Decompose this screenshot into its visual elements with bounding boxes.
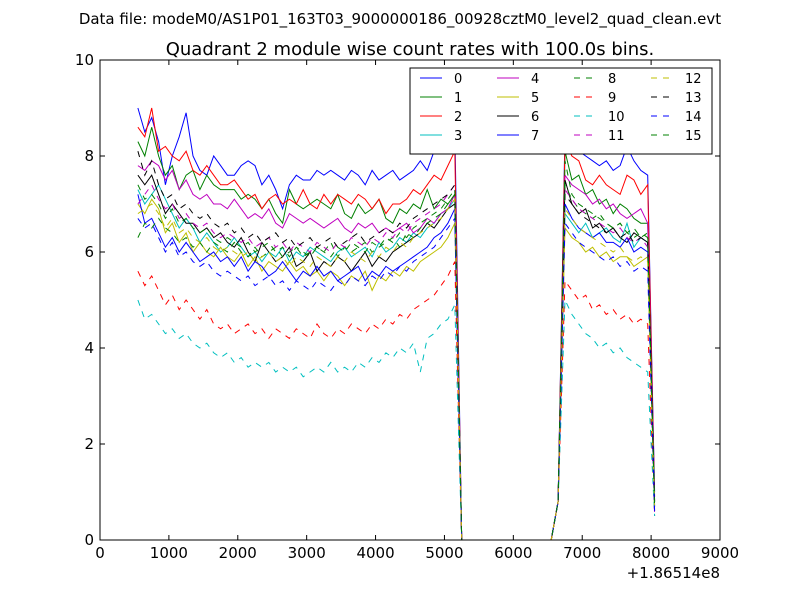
x-tick-label: 5000 bbox=[425, 544, 463, 562]
legend-box bbox=[409, 67, 713, 155]
legend-label-15: 15 bbox=[685, 129, 702, 144]
series-line-0 bbox=[137, 107, 656, 541]
legend-label-1: 1 bbox=[454, 91, 462, 106]
x-offset-label: +1.86514e8 bbox=[627, 564, 720, 582]
x-tick-label: 1000 bbox=[150, 544, 188, 562]
y-tick-label: 6 bbox=[84, 243, 94, 261]
series-line-9 bbox=[137, 261, 656, 541]
plot-frame bbox=[99, 59, 721, 541]
axis-ticks: 0 1000 2000 3000 4000 5000 6000 7000 8000 9000 0 2 4… bbox=[75, 51, 739, 562]
series-line-5 bbox=[137, 198, 656, 541]
series-line-3 bbox=[137, 183, 656, 541]
x-tick-label: 9000 bbox=[701, 544, 739, 562]
series-line-12 bbox=[137, 197, 656, 541]
x-tick-label: 0 bbox=[95, 544, 105, 562]
legend-label-14: 14 bbox=[685, 110, 702, 125]
legend-label-6: 6 bbox=[531, 110, 539, 125]
series-line-7 bbox=[137, 194, 656, 541]
x-tick-label: 3000 bbox=[288, 544, 326, 562]
legend-label-9: 9 bbox=[608, 91, 616, 106]
data-file-suptitle: Data file: modeM0/AS1P01_163T03_90000001… bbox=[79, 10, 721, 29]
x-tick-label: 2000 bbox=[219, 544, 257, 562]
x-tick-label: 8000 bbox=[632, 544, 670, 562]
series-line-11 bbox=[137, 183, 656, 541]
chart-title: Quadrant 2 module wise count rates with … bbox=[166, 39, 655, 60]
series-line-1 bbox=[137, 127, 656, 541]
series-line-8 bbox=[137, 184, 656, 541]
legend-label-13: 13 bbox=[685, 91, 702, 106]
legend-label-0: 0 bbox=[454, 72, 462, 87]
x-tick-label: 4000 bbox=[356, 544, 394, 562]
series-line-15 bbox=[137, 160, 656, 541]
x-tick-label: 6000 bbox=[494, 544, 532, 562]
y-tick-label: 4 bbox=[84, 339, 94, 357]
series-lines bbox=[137, 107, 656, 541]
series-line-13 bbox=[137, 151, 656, 541]
y-tick-label: 8 bbox=[84, 147, 94, 165]
x-tick-label: 7000 bbox=[563, 544, 601, 562]
series-line-2 bbox=[137, 107, 656, 541]
y-tick-label: 0 bbox=[84, 531, 94, 549]
legend-label-12: 12 bbox=[685, 72, 702, 87]
series-line-10 bbox=[137, 299, 656, 541]
legend-label-2: 2 bbox=[454, 110, 462, 125]
legend-label-10: 10 bbox=[608, 110, 625, 125]
y-tick-label: 2 bbox=[84, 435, 94, 453]
y-tick-label: 10 bbox=[75, 51, 94, 69]
legend-label-3: 3 bbox=[454, 129, 462, 144]
legend-label-7: 7 bbox=[531, 129, 539, 144]
legend-label-8: 8 bbox=[608, 72, 616, 87]
series-line-14 bbox=[137, 216, 656, 541]
legend-label-4: 4 bbox=[531, 72, 539, 87]
legend-label-5: 5 bbox=[531, 91, 539, 106]
series-line-4 bbox=[137, 160, 656, 541]
legend-label-11: 11 bbox=[608, 129, 625, 144]
